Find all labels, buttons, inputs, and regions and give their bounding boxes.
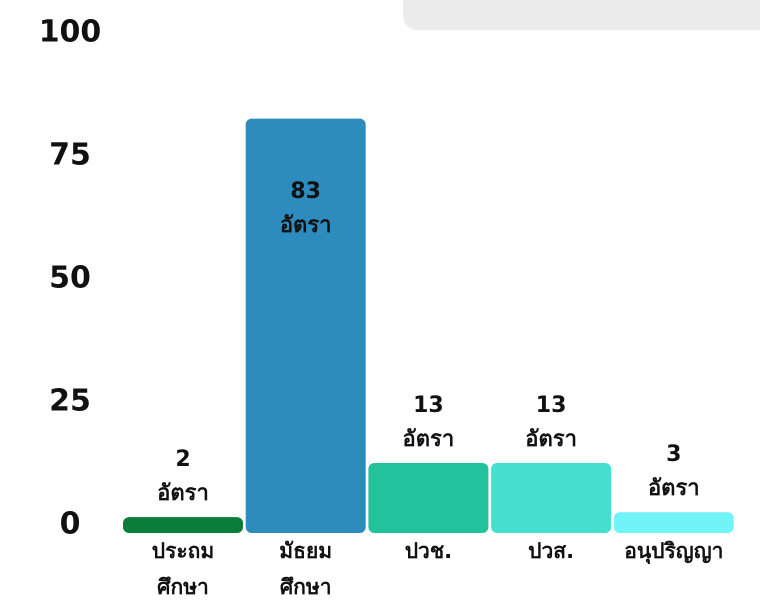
data-label: 3 อัตรา [647, 442, 700, 502]
y-tick-label: 0 [59, 506, 81, 542]
x-tick-label: อนุปริญญา [624, 539, 724, 563]
x-tick-label: ปวช. [404, 539, 453, 563]
panel-decoration [403, 0, 760, 30]
x-tick-label: ประถม ศึกษา [151, 539, 215, 599]
bar [613, 512, 734, 533]
y-tick-label: 75 [49, 137, 91, 173]
bar [368, 463, 489, 533]
data-label: 13 อัตรา [402, 393, 455, 453]
bar [245, 118, 366, 533]
y-tick-label: 100 [38, 14, 102, 50]
y-tick-label: 50 [49, 260, 91, 296]
y-tick-label: 25 [49, 383, 91, 419]
x-tick-label: มัธยม ศึกษา [279, 539, 333, 599]
bar [123, 517, 243, 533]
x-tick-label: ปวส. [528, 539, 575, 563]
bar [491, 463, 612, 533]
data-label: 83 อัตรา [279, 178, 332, 238]
data-label: 2 อัตรา [157, 447, 209, 507]
data-label: 13 อัตรา [525, 393, 577, 453]
